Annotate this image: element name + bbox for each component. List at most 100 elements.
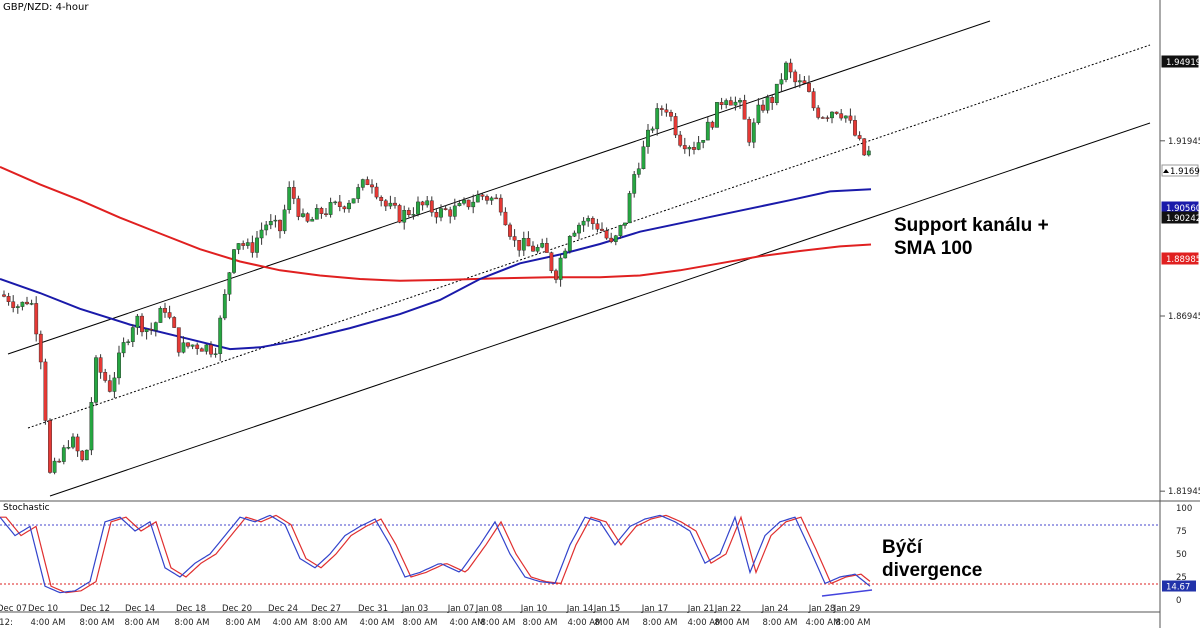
candle	[650, 126, 655, 134]
candle	[696, 136, 701, 151]
candle	[724, 98, 729, 109]
price-label-red: 1.88985	[1161, 252, 1200, 265]
candle	[61, 444, 66, 465]
candle	[420, 200, 425, 211]
candle	[434, 209, 439, 224]
time-tick-time: 4:00 AM	[568, 618, 603, 628]
candle	[779, 73, 784, 92]
candle	[843, 115, 848, 123]
candle	[383, 199, 388, 211]
stoch-tick-label: 25	[1176, 573, 1187, 583]
candle	[80, 450, 85, 462]
candle	[517, 239, 522, 257]
time-tick-time: 12:	[0, 618, 13, 628]
candle	[673, 113, 678, 138]
candle	[462, 197, 466, 206]
time-tick-date: Dec 27	[311, 604, 341, 614]
candle	[94, 355, 98, 406]
candle	[167, 305, 172, 320]
candle	[402, 205, 407, 230]
time-tick-time: 4:00 AM	[450, 618, 485, 628]
stoch-current-label: 14.67	[1162, 580, 1196, 593]
candle	[388, 195, 393, 210]
candle	[255, 231, 259, 258]
time-tick-date: Jan 08	[475, 604, 503, 614]
divergence-annotation: Býčí divergence	[882, 536, 982, 582]
time-tick-time: 4:00 AM	[360, 618, 395, 628]
candle	[646, 124, 650, 154]
time-tick-time: 4:00 AM	[273, 618, 308, 628]
candle	[287, 181, 292, 214]
time-tick-time: 8:00 AM	[125, 618, 160, 628]
time-tick-date: Dec 31	[358, 604, 388, 614]
candle	[738, 97, 742, 109]
candle	[443, 205, 448, 211]
candle	[641, 140, 646, 170]
candle	[728, 96, 733, 106]
candle	[153, 321, 158, 337]
candle	[866, 145, 871, 157]
candle	[337, 195, 342, 212]
candle	[452, 198, 457, 220]
candle	[393, 197, 397, 209]
candle	[848, 108, 853, 124]
time-tick-time: 8:00 AM	[523, 618, 558, 628]
candle	[112, 372, 117, 399]
candle	[609, 232, 614, 244]
candle	[379, 195, 384, 207]
candle	[342, 205, 347, 213]
candle	[816, 105, 821, 120]
candle	[692, 141, 696, 155]
candle	[521, 231, 526, 256]
price-tick-label: 1.81945	[1168, 487, 1200, 497]
candle	[107, 374, 112, 393]
candle	[222, 289, 227, 321]
divergence-line[interactable]	[821, 589, 873, 597]
candle	[48, 418, 52, 474]
candle	[6, 292, 11, 306]
time-tick-date: Dec 07	[0, 604, 27, 614]
candle	[268, 214, 273, 230]
candle	[291, 180, 296, 205]
svg-text:1.90242: 1.90242	[1166, 214, 1200, 224]
candle	[802, 76, 807, 84]
price-label-black: 1.94919	[1161, 55, 1200, 68]
candle	[11, 295, 16, 313]
candle	[503, 207, 508, 226]
candle	[705, 117, 710, 141]
candle	[232, 249, 236, 274]
candle	[324, 208, 328, 217]
candle	[448, 206, 453, 224]
candle	[830, 111, 834, 124]
candle	[853, 115, 857, 137]
candle	[259, 222, 264, 245]
candle	[301, 208, 305, 218]
candle	[788, 58, 793, 79]
time-tick-time: 8:00 AM	[175, 618, 210, 628]
candle	[29, 299, 34, 306]
candle	[825, 115, 830, 122]
candle	[839, 109, 844, 121]
candle	[218, 315, 223, 361]
time-tick-time: 8:00 AM	[226, 618, 261, 628]
candle	[370, 179, 374, 194]
candle	[508, 222, 512, 240]
candle	[774, 83, 779, 106]
candle	[250, 235, 255, 258]
candle	[397, 203, 402, 224]
candle	[761, 99, 765, 113]
candle	[623, 222, 627, 229]
channel-lower-line[interactable]	[49, 122, 1151, 497]
candle	[149, 322, 154, 335]
candle	[636, 162, 641, 178]
candle	[498, 194, 503, 216]
candle	[190, 344, 195, 350]
channel-mid-line[interactable]	[27, 44, 1151, 429]
stoch-k-line	[0, 514, 871, 594]
candle	[158, 306, 163, 323]
candle	[554, 268, 558, 284]
candle	[273, 215, 278, 228]
channel-upper-line[interactable]	[7, 20, 991, 355]
time-tick-date: Jan 24	[761, 604, 789, 614]
